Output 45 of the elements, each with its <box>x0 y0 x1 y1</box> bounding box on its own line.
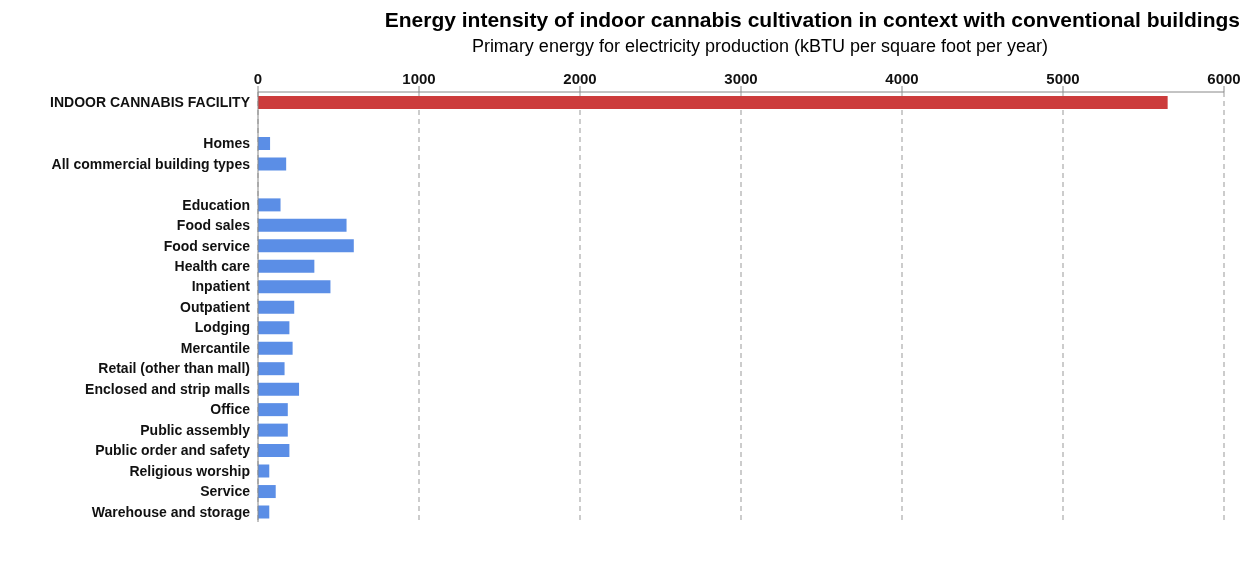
bar <box>258 198 281 212</box>
y-tick-label: Mercantile <box>180 339 251 356</box>
bar <box>258 382 300 396</box>
y-tick-label: Lodging <box>194 319 250 336</box>
x-tick-label: 5000 <box>1046 70 1080 87</box>
chart-title: Energy intensity of indoor cannabis cultivation in context with conventional buildings <box>383 8 1241 32</box>
bar <box>258 444 290 458</box>
bar <box>258 218 347 232</box>
y-tick-label: Warehouse and storage <box>91 503 251 520</box>
y-tick-label: Inpatient <box>191 278 251 295</box>
bar <box>258 300 295 314</box>
y-tick-label: Health care <box>174 258 251 275</box>
y-tick-label: All commercial building types <box>51 155 251 172</box>
x-tick-label: 4000 <box>885 70 919 87</box>
y-tick-label: Public assembly <box>140 421 251 438</box>
x-tick-label: 3000 <box>724 70 758 87</box>
y-tick-label: Office <box>210 401 251 418</box>
bar <box>258 403 288 417</box>
y-tick-label: Outpatient <box>180 298 251 315</box>
y-tick-label: INDOOR CANNABIS FACILITY <box>50 94 251 111</box>
bar <box>258 136 271 150</box>
x-tick-label: 2000 <box>563 70 597 87</box>
bar <box>258 239 354 253</box>
bar <box>258 157 287 171</box>
y-tick-label: Enclosed and strip malls <box>85 380 251 397</box>
bar <box>258 280 331 294</box>
bar <box>258 341 293 355</box>
bar <box>258 423 288 437</box>
y-tick-label: Retail (other than mall) <box>98 360 250 377</box>
y-tick-label: Food sales <box>176 217 251 234</box>
bar <box>258 259 315 273</box>
y-tick-label: Homes <box>203 135 251 152</box>
y-tick-label: Service <box>200 483 251 500</box>
x-tick-label: 1000 <box>402 70 436 87</box>
x-tick-label: 0 <box>253 70 263 87</box>
bar <box>258 485 276 499</box>
y-tick-label: Religious worship <box>129 462 250 479</box>
y-tick-label: Education <box>182 196 250 213</box>
x-axis-title: Primary energy for electricity production (kBTU per square foot per year) <box>470 36 1050 57</box>
x-tick-label: 6000 <box>1207 70 1241 87</box>
y-tick-label: Food service <box>163 237 251 254</box>
y-tick-label: Public order and safety <box>95 442 251 459</box>
bar <box>258 96 1168 109</box>
bar <box>258 321 290 335</box>
bar <box>258 362 285 376</box>
